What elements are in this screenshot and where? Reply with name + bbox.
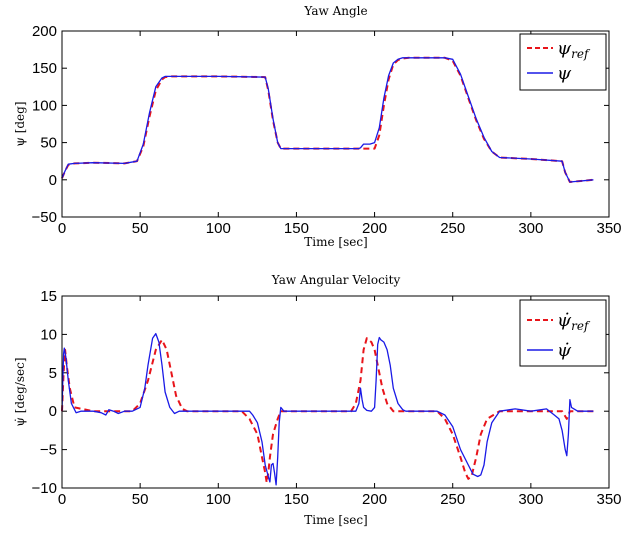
series-line-actual	[61, 332, 594, 486]
series-group	[61, 332, 594, 486]
axes-box	[61, 295, 610, 489]
y-tick-label: −10	[32, 480, 57, 497]
y-tick-label: 50	[40, 135, 57, 152]
y-tick-label: 15	[40, 288, 57, 305]
x-axis-ticks: 0 50 100 150 200 250 300 350	[58, 31, 622, 237]
plot-area	[62, 31, 609, 217]
legend-label-ref: ψref	[557, 38, 591, 61]
x-tick-label: 350	[596, 220, 621, 237]
y-tick-label: 0	[49, 403, 57, 420]
x-tick-label: 250	[440, 220, 465, 237]
y-axis-label: ψ [deg]	[13, 101, 27, 146]
y-tick-label: −50	[32, 209, 57, 226]
x-tick-label: 300	[518, 220, 543, 237]
legend: ψ̇ref ψ̇	[519, 299, 607, 367]
y-tick-label: 10	[40, 326, 57, 343]
y-tick-label: 200	[32, 23, 57, 40]
x-tick-label: 50	[132, 220, 149, 237]
x-axis-label: Time [sec]	[304, 513, 367, 527]
legend-box	[519, 299, 607, 367]
x-tick-label: 150	[284, 491, 309, 508]
legend-label-ref: ψ̇ref	[557, 310, 591, 333]
legend-label-actual: ψ̇	[557, 340, 572, 361]
legend-label-actual: ψ	[557, 63, 572, 84]
x-tick-label: 50	[132, 491, 149, 508]
x-tick-label: 200	[362, 491, 387, 508]
series-group	[61, 56, 594, 183]
yaw-angular-velocity-subplot: Yaw Angular Velocity 0 50 100 150 200 250 300 3…	[13, 273, 622, 527]
legend-box	[519, 33, 607, 91]
chart-title-yaw-angle: Yaw Angle	[303, 4, 367, 18]
yaw-angle-subplot: Yaw Angle 0 50 100 150 200 250 300 350 −5005010…	[13, 4, 622, 249]
x-tick-label: 0	[58, 220, 66, 237]
x-tick-label: 250	[440, 491, 465, 508]
y-tick-label: 0	[49, 172, 57, 189]
x-tick-label: 150	[284, 220, 309, 237]
y-tick-label: 100	[32, 97, 57, 114]
y-tick-label: 150	[32, 60, 57, 77]
x-axis-ticks: 0 50 100 150 200 250 300 350	[58, 296, 622, 508]
axes-box	[61, 30, 610, 218]
x-axis-label: Time [sec]	[304, 235, 367, 249]
x-tick-label: 350	[596, 491, 621, 508]
x-tick-label: 0	[58, 491, 66, 508]
y-tick-label: 5	[49, 365, 57, 382]
y-tick-label: −5	[40, 442, 57, 459]
x-tick-label: 300	[518, 491, 543, 508]
x-tick-label: 100	[206, 220, 231, 237]
y-axis-ticks: −50 0 50 100 150 200	[32, 23, 609, 226]
chart-title-yaw-angular-velocity: Yaw Angular Velocity	[271, 273, 401, 287]
y-axis-ticks: −10 −5 0 5 10 15	[32, 288, 609, 497]
legend: ψref ψ	[519, 33, 607, 91]
plot-area	[62, 296, 609, 488]
x-tick-label: 200	[362, 220, 387, 237]
series-line-actual	[61, 57, 594, 183]
x-tick-label: 100	[206, 491, 231, 508]
y-axis-label: ψ̇ [deg/sec]	[13, 357, 27, 426]
